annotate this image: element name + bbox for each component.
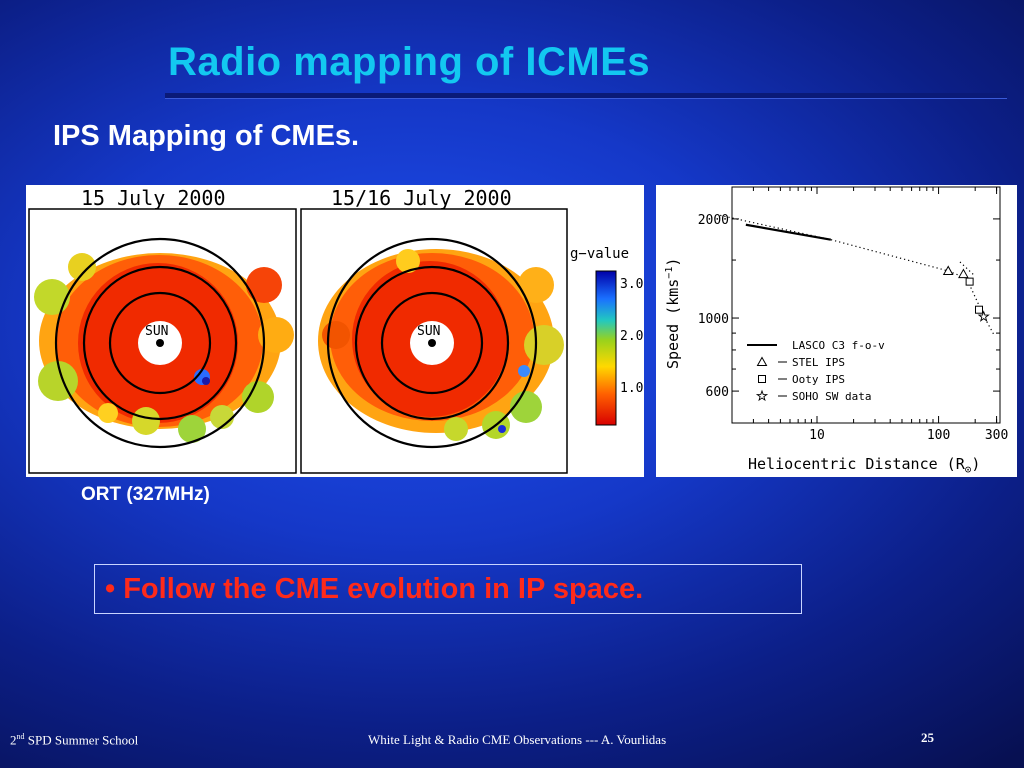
x-tick-label: 10 (809, 428, 825, 443)
title-underline (165, 93, 1007, 99)
left-map-frame (28, 208, 297, 474)
y-tick-label: 1000 (698, 312, 729, 327)
colorbar (595, 270, 617, 426)
colorbar-tick-3: 3.0 (620, 277, 643, 292)
left-map-sun-label: SUN (145, 324, 168, 339)
left-map-sun-dot (156, 339, 164, 347)
y-axis-title-sup: −1 (664, 267, 675, 279)
colorbar-label: g−value (570, 246, 629, 262)
right-map-distance-circles (326, 237, 538, 449)
legend-label: Ooty IPS (792, 373, 845, 386)
legend-marker-triangle (756, 356, 768, 366)
footer-left-sup: nd (16, 732, 25, 741)
legend-label: SOHO SW data (792, 390, 871, 403)
slide-title: Radio mapping of ICMEs (168, 40, 651, 84)
figure-caption: ORT (327MHz) (81, 484, 210, 505)
colorbar-tick-2: 2.0 (620, 329, 643, 344)
ips-maps-panel: 15 July 2000 SUN 15/16 Ju (26, 185, 644, 477)
legend-label: LASCO C3 f-o-v (792, 339, 885, 352)
right-map-sun-label: SUN (417, 324, 440, 339)
fit-trend-line-upper (959, 261, 976, 277)
series-stel-ips-point (942, 265, 954, 275)
speed-chart-panel: 10 100 300 600 1000 2000 LASCO C3 f-o-v STEL I… (656, 185, 1017, 477)
footer-left-rest: SPD Summer School (24, 732, 139, 748)
series-lasco-c3-f-o-v-line (745, 223, 832, 241)
x-axis-title-end: ) (971, 455, 980, 473)
x-axis-title-sub: ⊙ (965, 463, 972, 476)
footer-center: White Light & Radio CME Observations ---… (368, 732, 667, 747)
left-map-title: 15 July 2000 (81, 186, 226, 210)
colorbar-tick-1: 1.0 (620, 381, 643, 396)
right-map-title: 15/16 July 2000 (331, 186, 512, 210)
series-ooty-ips-point (965, 277, 974, 286)
ips-maps-figure: 15 July 2000 SUN 15/16 Ju (28, 186, 643, 474)
x-tick-label: 300 (985, 428, 1008, 443)
bullet-text: Follow the CME evolution in IP space. (123, 573, 644, 605)
legend-marker-square (758, 375, 766, 383)
slide-subtitle: IPS Mapping of CMEs. (53, 120, 360, 152)
y-axis-title-end: ) (664, 258, 682, 267)
series-soho-sw-data-point (977, 310, 990, 322)
right-map-sun-dot (428, 339, 436, 347)
bullet-box: • Follow the CME evolution in IP space. (94, 564, 802, 614)
left-map-distance-circles (54, 237, 266, 449)
legend-label: STEL IPS (792, 356, 845, 369)
y-axis-title: Speed (kms−1) (664, 258, 682, 369)
plot-frame (731, 186, 1001, 424)
fit-trend-line (720, 214, 996, 337)
footer-left: 2nd SPD Summer School (10, 732, 139, 748)
bullet-item: • Follow the CME evolution in IP space. (105, 573, 643, 606)
speed-distance-chart: 10 100 300 600 1000 2000 LASCO C3 f-o-v STEL I… (664, 186, 1008, 476)
y-tick-label: 600 (706, 385, 729, 400)
legend-marker-star (755, 389, 769, 402)
x-axis-title: Heliocentric Distance (R⊙) (748, 455, 980, 476)
series-stel-ips-point (958, 268, 969, 279)
series-ooty-ips-point (974, 305, 983, 314)
y-tick-label: 2000 (698, 213, 729, 228)
right-map-frame (300, 208, 568, 474)
x-tick-label: 100 (927, 428, 950, 443)
bullet-symbol: • (105, 573, 116, 605)
page-number: 25 (921, 730, 934, 745)
